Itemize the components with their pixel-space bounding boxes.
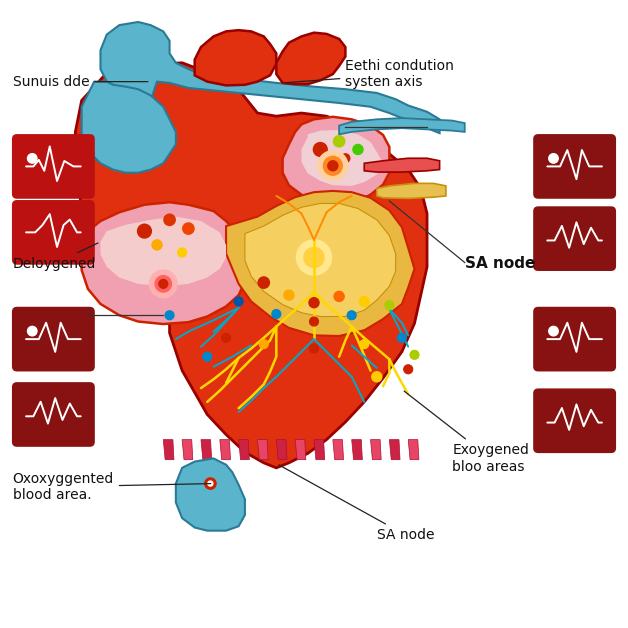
FancyBboxPatch shape	[533, 206, 616, 271]
Circle shape	[259, 340, 268, 349]
Polygon shape	[100, 217, 226, 286]
Text: Deloygened: Deloygened	[13, 243, 98, 271]
Circle shape	[398, 333, 406, 342]
Polygon shape	[195, 30, 276, 85]
Polygon shape	[333, 440, 344, 460]
Circle shape	[28, 154, 37, 163]
Circle shape	[341, 154, 350, 163]
Polygon shape	[245, 203, 396, 317]
Circle shape	[208, 481, 213, 486]
Circle shape	[310, 317, 318, 326]
FancyBboxPatch shape	[12, 200, 95, 265]
Circle shape	[272, 310, 281, 318]
FancyBboxPatch shape	[12, 134, 95, 198]
Polygon shape	[339, 118, 465, 134]
Polygon shape	[75, 63, 427, 468]
Circle shape	[28, 327, 37, 336]
Circle shape	[353, 144, 363, 154]
Circle shape	[333, 136, 345, 147]
Circle shape	[309, 298, 319, 308]
Polygon shape	[371, 440, 381, 460]
Text: Oxoxyggented
blood area.: Oxoxyggented blood area.	[13, 472, 211, 502]
FancyBboxPatch shape	[12, 382, 95, 447]
FancyBboxPatch shape	[533, 134, 616, 198]
Circle shape	[313, 143, 327, 156]
Polygon shape	[352, 440, 362, 460]
Circle shape	[178, 248, 187, 257]
Circle shape	[328, 161, 338, 171]
Polygon shape	[276, 440, 287, 460]
Circle shape	[549, 154, 558, 163]
Circle shape	[234, 297, 243, 306]
Circle shape	[385, 301, 394, 310]
Circle shape	[205, 478, 216, 489]
Circle shape	[318, 151, 348, 181]
Circle shape	[323, 156, 342, 175]
Polygon shape	[283, 117, 389, 204]
Circle shape	[404, 365, 413, 374]
Circle shape	[359, 296, 369, 306]
Circle shape	[258, 277, 269, 288]
Polygon shape	[100, 22, 440, 133]
Polygon shape	[82, 82, 176, 173]
Circle shape	[372, 372, 382, 382]
Circle shape	[159, 279, 168, 288]
Circle shape	[152, 240, 162, 250]
FancyBboxPatch shape	[12, 306, 95, 371]
Circle shape	[310, 344, 318, 353]
FancyBboxPatch shape	[533, 306, 616, 371]
Circle shape	[149, 270, 177, 298]
Circle shape	[284, 290, 294, 300]
Circle shape	[183, 223, 194, 234]
Polygon shape	[364, 158, 440, 172]
Circle shape	[165, 311, 174, 320]
Circle shape	[155, 276, 171, 292]
Polygon shape	[239, 440, 249, 460]
Polygon shape	[220, 440, 230, 460]
Circle shape	[410, 350, 419, 359]
Polygon shape	[257, 440, 268, 460]
Polygon shape	[377, 183, 446, 198]
Polygon shape	[226, 191, 414, 336]
Circle shape	[334, 291, 344, 301]
Polygon shape	[182, 440, 193, 460]
Polygon shape	[201, 440, 212, 460]
Polygon shape	[82, 202, 245, 324]
Circle shape	[549, 327, 558, 336]
Circle shape	[164, 214, 175, 225]
Circle shape	[360, 340, 369, 349]
Polygon shape	[314, 440, 325, 460]
FancyBboxPatch shape	[533, 388, 616, 453]
Circle shape	[138, 224, 151, 238]
Polygon shape	[176, 458, 245, 531]
Circle shape	[203, 352, 212, 361]
Polygon shape	[295, 440, 306, 460]
Circle shape	[222, 333, 230, 342]
Polygon shape	[163, 440, 174, 460]
Circle shape	[304, 247, 324, 268]
Polygon shape	[57, 152, 94, 163]
Polygon shape	[408, 440, 419, 460]
Text: SA node: SA node	[465, 256, 535, 271]
Circle shape	[347, 311, 356, 320]
Polygon shape	[276, 33, 345, 84]
Circle shape	[296, 240, 332, 275]
Text: Exoygened
bloo areas: Exoygened bloo areas	[404, 391, 529, 474]
Text: SA node: SA node	[279, 465, 435, 542]
Text: Sunuis dde: Sunuis dde	[13, 75, 148, 89]
Polygon shape	[301, 130, 383, 186]
Polygon shape	[389, 440, 400, 460]
Text: Eethi condution
systen axis: Eethi condution systen axis	[285, 59, 454, 89]
